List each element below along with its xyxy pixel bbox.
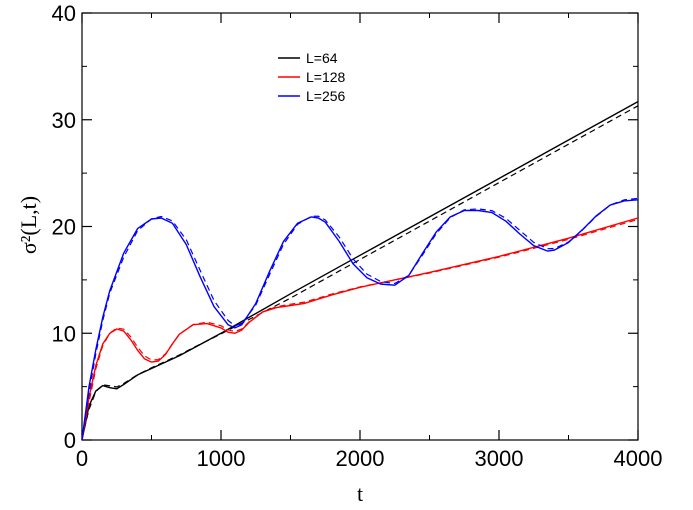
x-tick-label: 4000 — [614, 446, 663, 471]
legend-label: L=256 — [306, 88, 346, 104]
series-line — [81, 217, 639, 441]
y-axis-title: σ²(L,t) — [16, 196, 41, 254]
series-l-64 — [81, 100, 639, 441]
series-l-256 — [81, 197, 639, 441]
y-tick-label: 0 — [64, 428, 76, 453]
plot-frame — [81, 12, 639, 441]
x-tick-label: 1000 — [197, 446, 246, 471]
x-axis-ticks: 0 1000 2000 3000 4000 — [76, 13, 663, 471]
y-tick-label: 30 — [52, 108, 76, 133]
y-tick-label: 40 — [52, 1, 76, 26]
y-axis-ticks: 0 10 20 30 40 — [52, 1, 638, 453]
y-tick-label: 10 — [52, 321, 76, 346]
series-line — [81, 199, 639, 441]
series-layer — [81, 100, 639, 441]
series-line-dashed — [81, 218, 639, 439]
series-line-dashed — [81, 197, 639, 439]
series-line-dashed — [81, 105, 639, 439]
x-tick-label: 2000 — [336, 446, 385, 471]
x-tick-label: 3000 — [475, 446, 524, 471]
legend: L=64 L=128 L=256 — [278, 50, 346, 104]
legend-label: L=64 — [306, 50, 338, 66]
legend-label: L=128 — [306, 69, 346, 85]
series-line — [81, 100, 639, 441]
series-l-128 — [81, 217, 639, 441]
y-tick-label: 20 — [52, 215, 76, 240]
x-tick-label: 0 — [76, 446, 88, 471]
x-axis-title: t — [357, 481, 363, 506]
